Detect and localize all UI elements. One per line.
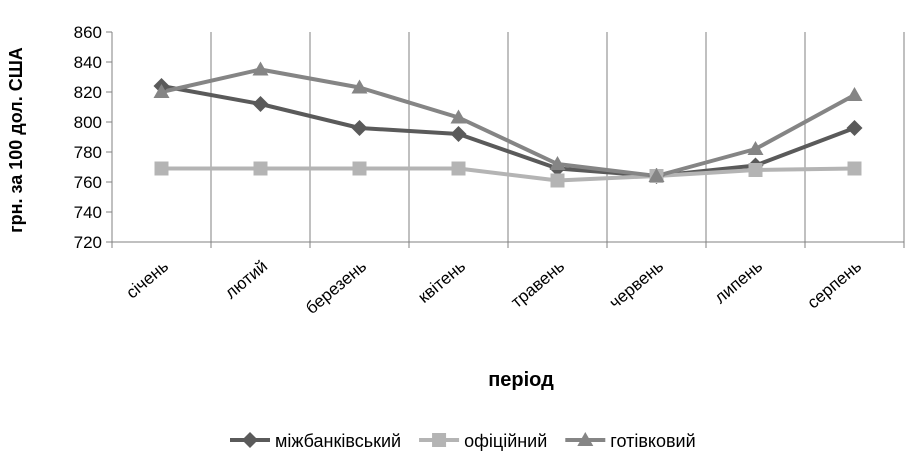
data-point-1-4 [550, 173, 565, 188]
legend-label: офіційний [464, 431, 547, 451]
y-tick-label: 720 [74, 233, 102, 252]
y-tick-label: 840 [74, 53, 102, 72]
series-line-0 [161, 84, 856, 178]
data-point-2-4 [549, 156, 566, 170]
grid-lines [210, 32, 905, 242]
data-point-2-7 [846, 87, 863, 101]
legend-label: готівковий [610, 431, 695, 451]
legend-marker [242, 432, 258, 448]
legend: міжбанківський офіційний готівковий [230, 431, 696, 451]
x-tick-label: лютий [221, 257, 271, 303]
y-tick-label: 860 [74, 23, 102, 42]
y-axis-label: грн. за 100 дол. США [6, 47, 26, 233]
x-tick-label: квітень [414, 256, 469, 306]
data-point-2-5 [648, 168, 665, 182]
data-point-1-1 [253, 161, 268, 176]
y-tick-label: 760 [74, 173, 102, 192]
legend-label: міжбанківський [275, 431, 401, 451]
data-point-1-6 [748, 163, 763, 177]
data-point-0-2 [351, 120, 368, 136]
y-tick-label: 740 [74, 203, 102, 222]
data-point-2-1 [252, 61, 269, 76]
series-line-1 [161, 166, 855, 183]
y-tick-label: 800 [74, 113, 102, 132]
data-point-2-3 [450, 109, 467, 124]
data-point-1-7 [847, 161, 862, 176]
data-point-2-0 [153, 84, 170, 98]
y-tick-label: 780 [74, 143, 102, 162]
data-point-1-0 [154, 161, 169, 176]
x-tick-label: березень [302, 256, 370, 317]
x-tick-label: січень [122, 256, 172, 302]
data-point-0-7 [846, 120, 863, 136]
legend-marker [432, 433, 447, 447]
y-tick-label: 820 [74, 83, 102, 102]
data-point-2-6 [747, 141, 764, 155]
legend-item-0: міжбанківський [230, 431, 401, 451]
legend-item-1: офіційний [419, 431, 547, 451]
data-point-2-2 [351, 79, 368, 94]
legend-marker [577, 432, 594, 446]
data-point-0-1 [252, 96, 269, 112]
data-point-1-2 [352, 161, 367, 176]
x-axis-label: період [488, 369, 554, 391]
x-tick-label: серпень [804, 256, 866, 312]
x-tick-labels: січень лютий березень квітень травень червень… [122, 256, 865, 317]
data-point-0-3 [450, 126, 467, 142]
data-point-1-3 [451, 161, 466, 176]
legend-item-2: готівковий [565, 431, 696, 451]
axes [106, 31, 905, 248]
x-tick-label: червень [606, 256, 668, 312]
x-tick-label: липень [711, 256, 766, 307]
series-lines [153, 61, 863, 188]
x-tick-label: травень [507, 256, 568, 311]
y-tick-labels: 720 740 760 780 800 820 840 860 [74, 23, 102, 252]
series-line-2 [161, 67, 856, 178]
